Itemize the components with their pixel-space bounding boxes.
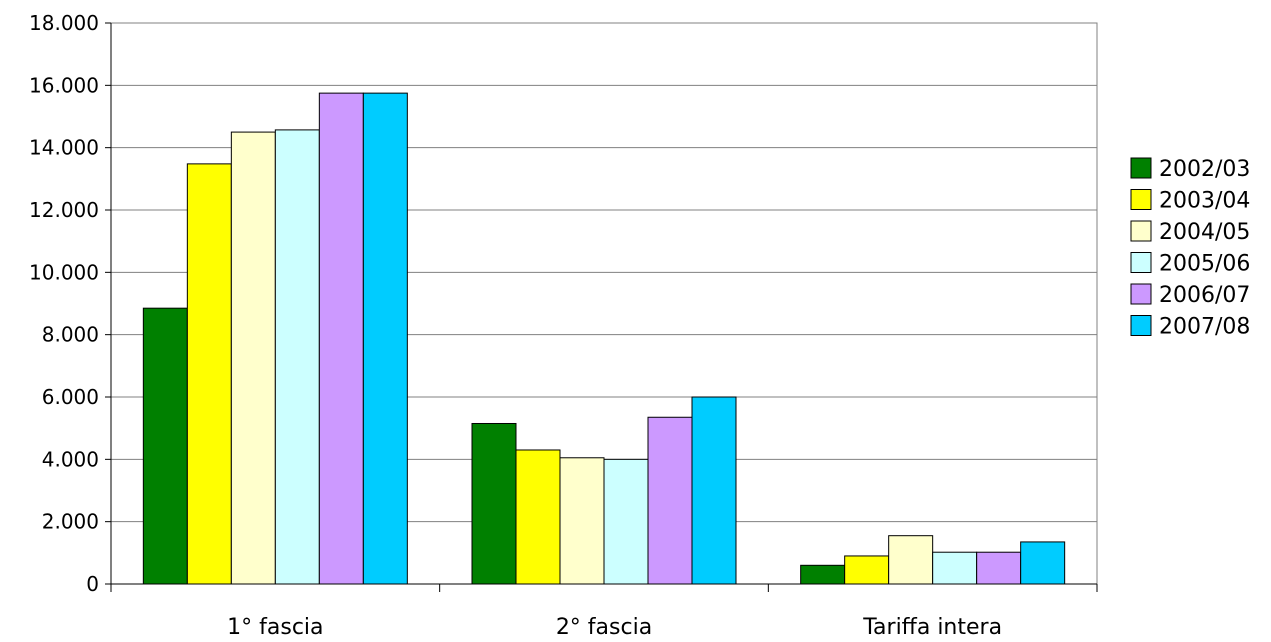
x-category-label: 2° fascia <box>556 615 652 640</box>
bars <box>142 92 1066 585</box>
bar-3-1 <box>800 564 846 585</box>
bar-1-2 <box>186 163 232 585</box>
legend-label: 2005/06 <box>1159 252 1250 277</box>
bar-3-4 <box>932 551 978 585</box>
x-category-label: 1° fascia <box>227 615 323 640</box>
y-tick-label: 2.000 <box>42 510 99 534</box>
y-tick-label: 14.000 <box>29 136 99 160</box>
bar-2-6 <box>691 396 737 585</box>
y-tick-label: 6.000 <box>42 385 99 409</box>
legend-label: 2003/04 <box>1159 189 1250 214</box>
y-tick-label: 10.000 <box>29 260 99 284</box>
bar-1-5 <box>318 92 364 585</box>
legend-label: 2006/07 <box>1159 283 1250 308</box>
bar-3-2 <box>844 555 890 585</box>
legend-swatch <box>1130 252 1152 273</box>
legend-swatch <box>1130 189 1152 210</box>
y-tick-label: 8.000 <box>42 323 99 347</box>
y-tick-label: 16.000 <box>29 73 99 97</box>
bar-1-6 <box>362 92 408 585</box>
legend-swatch <box>1130 283 1152 305</box>
legend: 2002/03 2003/04 2004/05 2005/06 2006/07 2007/… <box>1130 157 1250 340</box>
y-tick-label: 12.000 <box>29 198 99 222</box>
bar-3-5 <box>976 551 1022 585</box>
legend-label: 2004/05 <box>1159 220 1250 245</box>
bar-2-3 <box>559 457 605 585</box>
legend-swatch <box>1130 157 1152 179</box>
bar-1-4 <box>274 129 320 585</box>
bar-2-1 <box>471 422 517 585</box>
axes <box>105 22 1098 592</box>
axis-labels: 0 2.000 4.000 6.000 8.000 10.000 12.000 14.000 1… <box>29 11 1002 640</box>
legend-swatch <box>1130 315 1152 336</box>
bar-3-3 <box>888 535 934 585</box>
y-tick-label: 4.000 <box>42 447 99 471</box>
legend-swatch <box>1130 220 1152 242</box>
bar-1-1 <box>142 307 188 585</box>
bar-3-6 <box>1020 541 1066 585</box>
legend-label: 2007/08 <box>1159 315 1250 340</box>
bar-2-4 <box>603 458 649 585</box>
bar-1-3 <box>230 131 276 585</box>
bar-2-5 <box>647 416 693 585</box>
legend-label: 2002/03 <box>1159 157 1250 182</box>
y-tick-label: 18.000 <box>29 11 99 35</box>
y-tick-label: 0 <box>86 572 99 596</box>
x-category-label: Tariffa intera <box>862 615 1002 640</box>
bar-2-2 <box>515 449 561 585</box>
